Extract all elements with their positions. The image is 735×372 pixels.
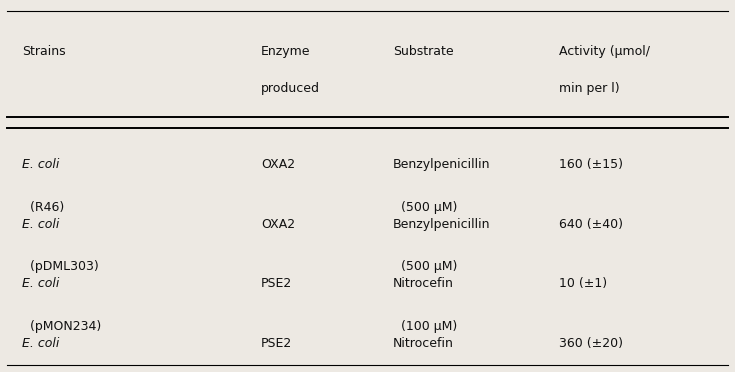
- Text: E. coli: E. coli: [22, 218, 60, 231]
- Text: (pMON234): (pMON234): [22, 320, 101, 333]
- Text: Benzylpenicillin: Benzylpenicillin: [393, 218, 491, 231]
- Text: (500 μM): (500 μM): [393, 201, 458, 214]
- Text: OXA2: OXA2: [261, 158, 295, 171]
- Text: produced: produced: [261, 82, 320, 95]
- Text: min per l): min per l): [559, 82, 619, 95]
- Text: Strains: Strains: [22, 45, 65, 58]
- Text: 360 (±20): 360 (±20): [559, 337, 623, 350]
- Text: E. coli: E. coli: [22, 337, 60, 350]
- Text: 160 (±15): 160 (±15): [559, 158, 623, 171]
- Text: PSE2: PSE2: [261, 337, 293, 350]
- Text: Nitrocefin: Nitrocefin: [393, 337, 454, 350]
- Text: (100 μM): (100 μM): [393, 320, 457, 333]
- Text: 640 (±40): 640 (±40): [559, 218, 623, 231]
- Text: Activity (μmol/: Activity (μmol/: [559, 45, 650, 58]
- Text: PSE2: PSE2: [261, 277, 293, 290]
- Text: (500 μM): (500 μM): [393, 260, 458, 273]
- Text: E. coli: E. coli: [22, 158, 60, 171]
- Text: E. coli: E. coli: [22, 277, 60, 290]
- Text: 10 (±1): 10 (±1): [559, 277, 606, 290]
- Text: Enzyme: Enzyme: [261, 45, 310, 58]
- Text: Substrate: Substrate: [393, 45, 453, 58]
- Text: (pDML303): (pDML303): [22, 260, 98, 273]
- Text: Benzylpenicillin: Benzylpenicillin: [393, 158, 491, 171]
- Text: OXA2: OXA2: [261, 218, 295, 231]
- Text: (R46): (R46): [22, 201, 64, 214]
- Text: Nitrocefin: Nitrocefin: [393, 277, 454, 290]
